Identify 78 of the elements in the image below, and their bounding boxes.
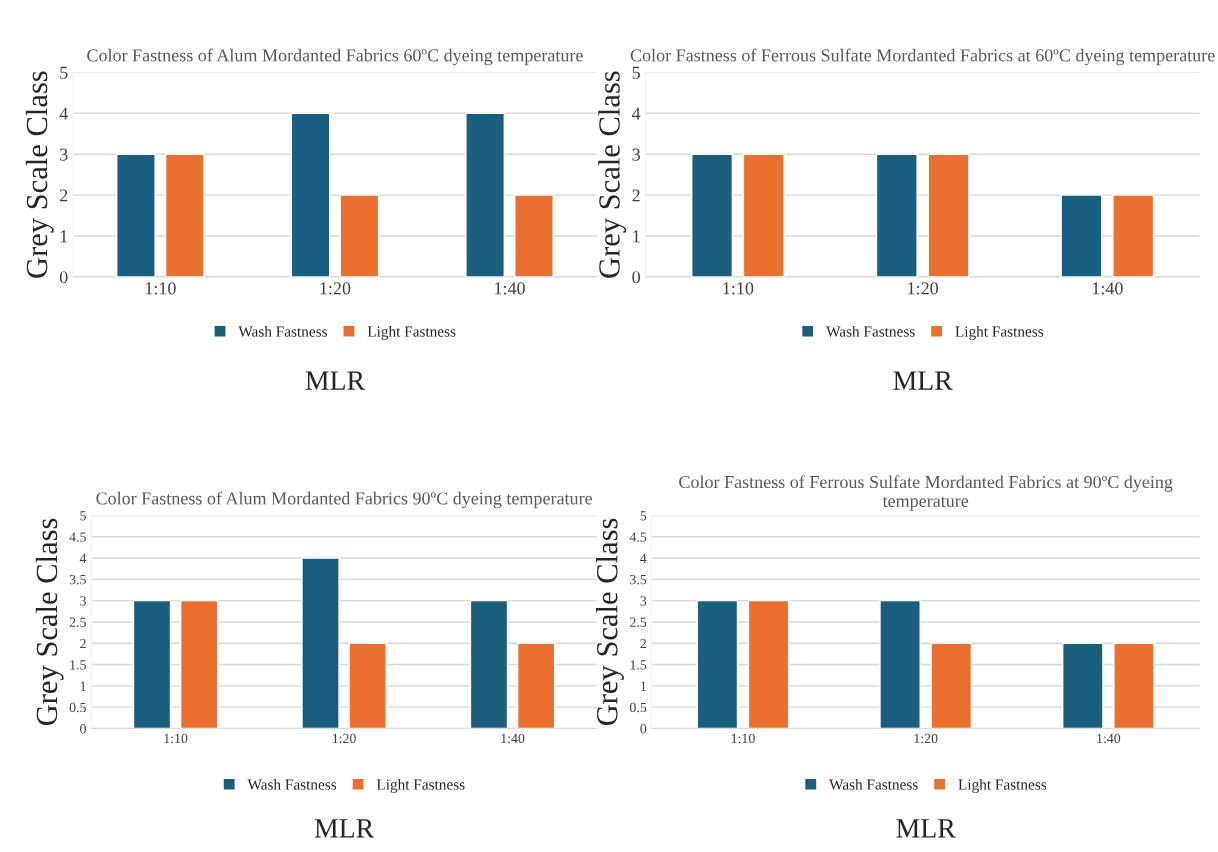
x-tick-label: 1:20 — [908, 282, 938, 295]
y-tick-label: 3.5 — [69, 574, 86, 585]
y-tick-label: 2 — [59, 189, 68, 202]
bar — [465, 112, 505, 277]
chart-title: Color Fastness of Alum Mordanted Fabrics 90ºC dyeing temperature — [96, 491, 592, 509]
chart-title: Color Fastness of Alum Mordanted Fabrics 60ºC dyeing temperature — [87, 48, 583, 66]
y-tick-label: 5 — [80, 511, 86, 521]
chart-title: Color Fastness of Ferrous Sulfate Mordanted Fabrics at 60ºC dyeing temperature — [630, 48, 1215, 66]
chart-title: Color Fastness of Ferrous Sulfate Mordanted Fabrics at 90ºC dyeing temperature — [679, 475, 1173, 511]
y-tick-label: 1.5 — [630, 660, 647, 670]
y-tick-label: 5 — [632, 66, 640, 79]
y-tick-label: 3 — [80, 596, 86, 606]
x-axis-title: MLR — [305, 371, 365, 390]
bar — [301, 557, 340, 729]
bar — [348, 642, 387, 729]
x-tick-label: 1:20 — [914, 733, 938, 744]
y-axis-title: Grey Scale Class — [596, 518, 624, 726]
bar — [179, 599, 219, 729]
y-tick-label: 5 — [640, 511, 647, 521]
x-tick-label: 1:10 — [723, 282, 754, 295]
y-tick-label: 1 — [60, 230, 68, 243]
y-tick-label: 2.5 — [69, 617, 86, 627]
y-tick-label: 3 — [632, 148, 640, 161]
legend-label: Wash Fastness — [826, 325, 915, 337]
x-axis-title: MLR — [896, 819, 956, 838]
y-tick-label: 4 — [632, 107, 641, 120]
x-tick-label: 1:20 — [320, 282, 351, 295]
y-tick-label: 3 — [640, 596, 647, 606]
bar — [132, 599, 172, 729]
y-tick-label: 0 — [640, 724, 647, 734]
y-tick-label: 3 — [60, 148, 68, 161]
y-tick-label: 0 — [80, 724, 86, 734]
x-axis-title: MLR — [314, 819, 375, 838]
y-tick-label: 1 — [80, 681, 86, 691]
legend-label: Wash Fastness — [829, 778, 918, 790]
y-tick-label: 1 — [641, 681, 646, 691]
bar — [290, 112, 331, 277]
x-tick-label: 1:10 — [164, 733, 188, 744]
legend-label: Light Fastness — [958, 778, 1047, 793]
y-axis-title: Grey Scale Class — [25, 71, 54, 278]
bar — [469, 599, 509, 729]
y-tick-label: 3.5 — [630, 574, 647, 585]
y-tick-label: 2 — [80, 638, 86, 649]
y-tick-label: 4.5 — [629, 532, 647, 542]
legend-label: Wash Fastness — [247, 778, 337, 790]
legend-label: Wash Fastness — [238, 325, 327, 337]
bar — [164, 153, 205, 277]
y-tick-label: 0 — [632, 271, 640, 284]
y-tick-label: 0 — [59, 271, 68, 284]
x-tick-label: 1:40 — [495, 282, 525, 295]
bar — [514, 194, 554, 277]
y-tick-label: 0.5 — [629, 702, 647, 713]
x-tick-label: 1:10 — [731, 733, 755, 744]
x-tick-label: 1:20 — [332, 733, 356, 744]
bar — [116, 153, 156, 277]
x-tick-label: 1:40 — [1097, 733, 1121, 744]
legend-label: Light Fastness — [367, 325, 456, 340]
y-axis-title: Grey Scale Class — [598, 71, 627, 278]
legend-label: Light Fastness — [376, 778, 465, 793]
y-tick-label: 4 — [59, 107, 68, 120]
y-tick-label: 1 — [633, 230, 640, 243]
x-tick-label: 1:10 — [145, 282, 176, 295]
x-axis-title: MLR — [893, 371, 953, 390]
legend-label: Light Fastness — [955, 325, 1044, 340]
y-tick-label: 2 — [640, 638, 646, 649]
x-tick-label: 1:40 — [501, 733, 525, 744]
y-tick-label: 4 — [640, 553, 647, 563]
y-tick-label: 4 — [79, 553, 87, 563]
y-tick-label: 4.5 — [69, 532, 86, 542]
y-tick-label: 2.5 — [630, 617, 647, 627]
x-tick-label: 1:40 — [1092, 282, 1123, 295]
bar — [339, 194, 380, 277]
y-tick-label: 2 — [632, 189, 640, 202]
y-tick-label: 0.5 — [69, 702, 86, 713]
y-tick-label: 5 — [60, 66, 68, 79]
bar — [516, 642, 556, 729]
y-axis-title: Grey Scale Class — [35, 518, 64, 726]
y-tick-label: 1.5 — [70, 660, 86, 670]
